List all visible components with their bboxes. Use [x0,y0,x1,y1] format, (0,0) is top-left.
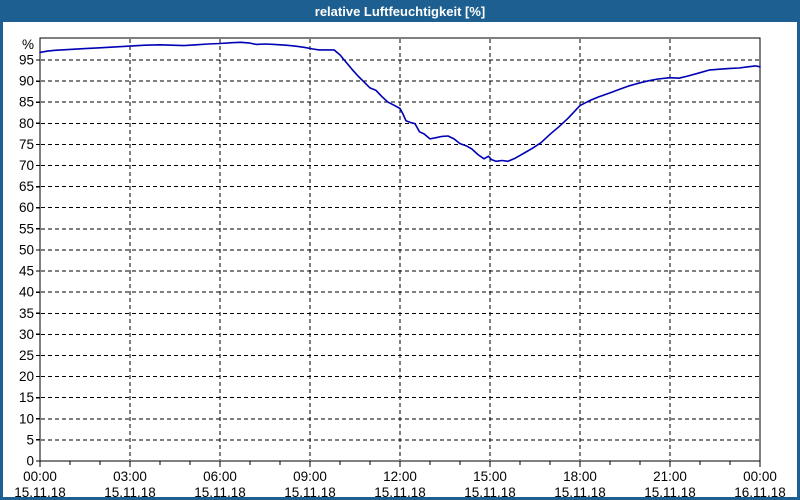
y-tick-label: 5 [26,432,34,447]
x-date-label: 15.11.18 [194,485,246,497]
x-date-label: 15.11.18 [284,485,336,497]
x-time-label: 00:00 [23,469,57,484]
x-date-label: 15.11.18 [644,485,696,497]
window-title: relative Luftfeuchtigkeit [%] [314,3,486,19]
title-bar: relative Luftfeuchtigkeit [%] [0,0,800,22]
chart-area: 0 5 10 15 20 25 30 35 40 45 50 55 60 65 70 75 80 85 90 95% 0… [3,22,797,500]
y-tick-label: 30 [19,327,34,342]
y-tick-label: 75 [19,137,34,152]
y-tick-label: 70 [19,158,34,173]
y-tick-label: 80 [19,116,34,131]
y-tick-label: 45 [19,264,34,279]
y-tick-label: 55 [19,221,34,236]
x-date-label: 15.11.18 [14,485,66,497]
y-tick-label: 15 [19,390,34,405]
y-tick-label: 85 [19,95,34,110]
y-tick-label: 25 [19,348,34,363]
y-tick-label: 10 [19,411,34,426]
x-time-label: 09:00 [293,469,327,484]
x-time-label: 15:00 [473,469,507,484]
x-time-label: 06:00 [203,469,237,484]
y-tick-label: 20 [19,369,34,384]
x-time-label: 21:00 [653,469,687,484]
x-date-label: 16.11.18 [734,485,786,497]
humidity-series-line [39,41,761,163]
x-time-label: 18:00 [563,469,597,484]
chart-canvas: 0 5 10 15 20 25 30 35 40 45 50 55 60 65 70 75 80 85 90 95% 0… [14,37,786,500]
y-tick-label: 40 [19,285,34,300]
y-tick-label: 50 [19,242,34,257]
y-tick-label: 35 [19,306,34,321]
x-date-label: 15.11.18 [374,485,426,497]
x-time-label: 12:00 [383,469,417,484]
x-date-label: 15.11.18 [464,485,516,497]
x-date-label: 15.11.18 [104,485,156,497]
x-time-label: 00:00 [743,469,777,484]
y-tick-label: 95 [19,53,34,68]
y-tick-label: 60 [19,200,34,215]
y-axis-unit-label: % [22,37,34,52]
x-date-label: 15.11.18 [554,485,606,497]
x-time-label: 03:00 [113,469,147,484]
y-tick-label: 65 [19,179,34,194]
y-tick-label: 0 [26,454,34,469]
y-tick-label: 90 [19,74,34,89]
